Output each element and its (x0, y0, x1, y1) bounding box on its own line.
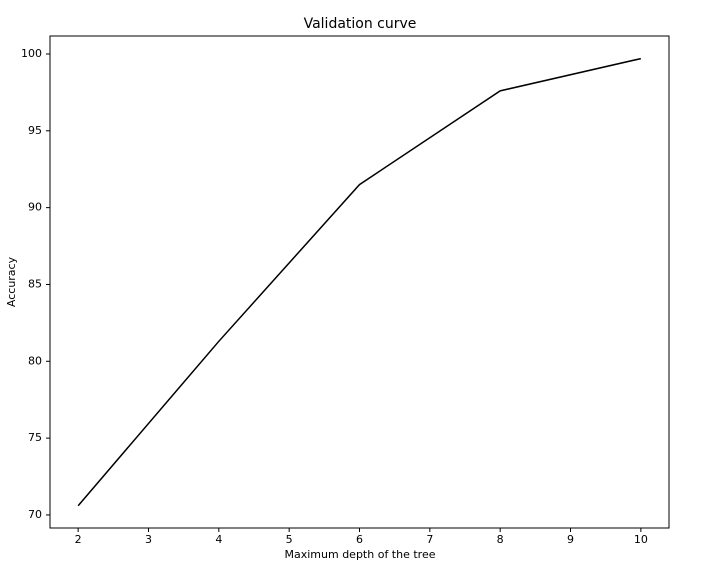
x-axis-label: Maximum depth of the tree (285, 548, 436, 561)
x-tick-label: 7 (426, 533, 433, 546)
y-tick-label: 70 (28, 508, 42, 521)
y-tick-label: 95 (28, 124, 42, 137)
y-tick-label: 85 (28, 277, 42, 290)
line (77, 57, 642, 507)
x-tick-label: 8 (497, 533, 504, 546)
plot-frame (49, 35, 670, 529)
y-tick-label: 90 (28, 201, 42, 214)
x-tick-label: 10 (634, 533, 648, 546)
x-tick-label: 6 (356, 533, 363, 546)
x-tick-label: 4 (215, 533, 222, 546)
chart-title: Validation curve (304, 16, 417, 32)
y-tick-label: 80 (28, 354, 42, 367)
y-tick-label: 75 (28, 431, 42, 444)
x-tick-label: 2 (75, 533, 82, 546)
x-tick-label: 5 (286, 533, 293, 546)
y-tick-label: 100 (21, 47, 42, 60)
x-tick-label: 3 (145, 533, 152, 546)
y-axis-label: Accuracy (5, 256, 18, 307)
x-tick-label: 9 (567, 533, 574, 546)
